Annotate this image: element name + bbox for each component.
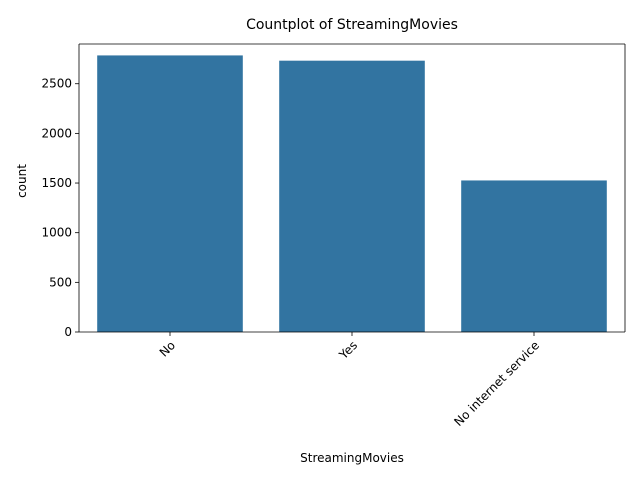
x-axis-label: StreamingMovies [300, 451, 404, 465]
y-tick-label: 2000 [41, 126, 72, 140]
x-tick-label: No [157, 338, 178, 359]
y-tick-label: 500 [49, 275, 72, 289]
bar-yes [279, 60, 425, 332]
bar-no [97, 55, 243, 333]
y-tick-label: 2500 [41, 77, 72, 91]
y-tick-label: 0 [64, 325, 72, 339]
chart-title: Countplot of StreamingMovies [246, 17, 458, 33]
bars-group [97, 55, 607, 333]
y-axis-label: count [15, 164, 29, 198]
x-tick-label: Yes [336, 338, 360, 362]
y-tick-label: 1500 [41, 176, 72, 190]
bar-no-internet-service [461, 180, 607, 332]
y-tick-label: 1000 [41, 226, 72, 240]
x-tick-label: No internet service [451, 338, 542, 429]
